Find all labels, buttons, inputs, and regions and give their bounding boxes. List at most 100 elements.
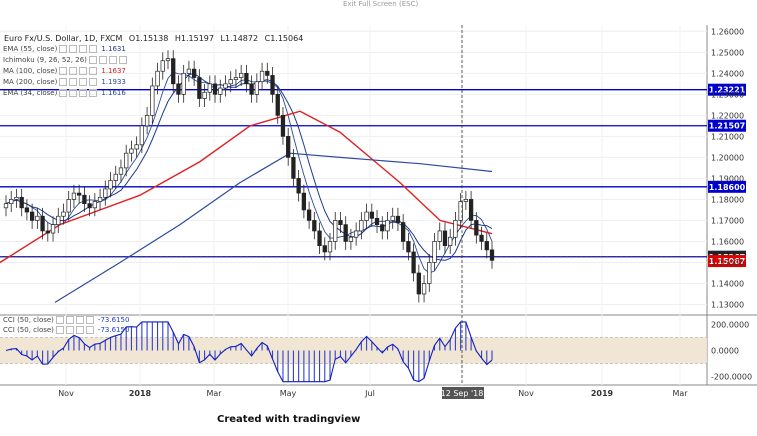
indicator-control-icon[interactable]	[69, 89, 78, 97]
price-tick-label: 1.19000	[711, 174, 744, 183]
indicator-control-icon[interactable]	[59, 89, 68, 97]
indicator-legend-item[interactable]: EMA (55, close) 1.1631	[3, 45, 126, 54]
candle-body	[118, 167, 124, 175]
indicator-control-icon[interactable]	[79, 89, 88, 97]
indicator-control-icon[interactable]	[89, 45, 98, 53]
candle-body	[165, 58, 171, 62]
cci-tick-label: 0.0000	[711, 347, 739, 356]
indicator-label: EMA (34, close)	[3, 89, 58, 97]
indicator-control-icon[interactable]	[69, 78, 78, 86]
candle-body	[406, 241, 411, 253]
indicator-control-icon[interactable]	[108, 56, 117, 64]
indicator-control-icon[interactable]	[79, 67, 88, 75]
candle-body	[66, 199, 71, 213]
candle-body	[228, 79, 233, 85]
time-axis[interactable]: Nov 2018 Mar May Jul 12 Sep '18 Nov 2019 Mar	[58, 387, 688, 399]
candle-body	[327, 241, 333, 253]
price-tick-label: 1.16000	[711, 237, 744, 246]
candle-body	[82, 194, 87, 204]
exit-fullscreen-button[interactable]: Exit Full Screen (ESC)	[343, 0, 419, 8]
candle-body	[150, 85, 155, 116]
indicator-control-icon[interactable]	[89, 78, 98, 86]
candle-body	[348, 236, 354, 242]
candle-body	[479, 234, 484, 242]
indicator-control-icon[interactable]	[75, 326, 84, 334]
indicator-legend-item[interactable]: EMA (34, close) 1.1616	[3, 89, 126, 98]
candle-body	[50, 224, 56, 234]
indicator-control-icon[interactable]	[59, 67, 68, 75]
candle-body	[239, 72, 244, 78]
indicator-control-icon[interactable]	[59, 78, 68, 86]
time-tick-label: Nov	[58, 389, 74, 398]
indicator-control-icon[interactable]	[85, 316, 94, 324]
indicator-label: EMA (55, close)	[3, 45, 58, 53]
candle-body	[458, 201, 463, 221]
indicator-control-icon[interactable]	[89, 67, 98, 75]
price-tick-label: 1.21000	[711, 132, 744, 141]
price-tick-label: 1.24000	[711, 69, 744, 78]
candle-body	[484, 241, 489, 251]
candle-body	[254, 81, 259, 95]
cci-legend-item[interactable]: CCI (50, close) -73.6150	[3, 316, 129, 325]
candle-body	[45, 230, 50, 234]
indicator-value: 1.1631	[101, 45, 126, 53]
indicator-value: 1.1637	[101, 67, 126, 75]
symbol-name[interactable]: Euro Fx/U.S. Dollar, 1D, FXCM	[4, 34, 123, 43]
indicator-label: Ichimoku (9, 26, 52, 26)	[3, 56, 87, 64]
ma-200-line	[54, 152, 493, 303]
candle-body	[463, 199, 469, 202]
indicator-control-icon[interactable]	[69, 67, 78, 75]
candle-body	[317, 230, 322, 247]
candle-body	[385, 220, 390, 232]
candle-body	[233, 77, 239, 80]
grid	[0, 25, 707, 385]
candle-body	[24, 207, 30, 213]
cci-legend-item[interactable]: CCI (50, close) -73.6150	[3, 326, 129, 335]
candle-body	[296, 178, 301, 194]
indicator-control-icon[interactable]	[79, 78, 88, 86]
indicator-control-icon[interactable]	[79, 45, 88, 53]
cci-value: -73.6150	[97, 326, 130, 334]
cci-line	[5, 321, 493, 383]
candle-body	[61, 211, 66, 217]
candle-body	[432, 241, 437, 263]
time-tick-label: 2018	[129, 389, 152, 398]
horizontal-levels[interactable]: 1.232211.215071.186001.152711.152671.150…	[0, 83, 746, 268]
indicator-control-icon[interactable]	[59, 45, 68, 53]
candle-body	[29, 211, 35, 221]
cci-band-fill	[0, 337, 707, 364]
indicator-value: 1.1616	[101, 89, 126, 97]
price-tick-label: 1.13000	[711, 300, 744, 309]
candle-body	[369, 211, 374, 219]
candle-body	[270, 75, 275, 95]
level-price-label: 1.21507	[709, 122, 745, 131]
candle-body	[448, 236, 453, 247]
indicator-control-icon[interactable]	[118, 56, 127, 64]
indicator-legend-item[interactable]: MA (200, close) 1.1933	[3, 78, 126, 87]
indicator-control-icon[interactable]	[65, 326, 74, 334]
indicator-control-icon[interactable]	[98, 56, 107, 64]
indicator-legend-item[interactable]: Ichimoku (9, 26, 52, 26)	[3, 56, 131, 65]
indicator-control-icon[interactable]	[55, 326, 64, 334]
candle-body	[468, 199, 474, 221]
indicator-legend-item[interactable]: MA (100, close) 1.1637	[3, 67, 126, 76]
candle-body	[411, 251, 416, 274]
indicator-control-icon[interactable]	[88, 56, 97, 64]
indicator-control-icon[interactable]	[55, 316, 64, 324]
candle-body	[97, 196, 103, 202]
candle-body	[218, 87, 223, 95]
candle-body	[202, 91, 207, 99]
indicator-control-icon[interactable]	[69, 45, 78, 53]
indicator-control-icon[interactable]	[75, 316, 84, 324]
time-tick-label: 12 Sep '18	[441, 389, 484, 398]
cci-indicator	[5, 321, 493, 383]
candle-body	[374, 217, 380, 225]
indicator-control-icon[interactable]	[85, 326, 94, 334]
candle-body	[56, 215, 61, 225]
indicator-control-icon[interactable]	[89, 89, 98, 97]
price-axis[interactable]: 1.26000 1.25000 1.24000 1.23000 1.22000 1.210…	[711, 27, 744, 309]
indicator-control-icon[interactable]	[65, 316, 74, 324]
candle-body	[442, 230, 448, 247]
candle-body	[343, 224, 348, 242]
